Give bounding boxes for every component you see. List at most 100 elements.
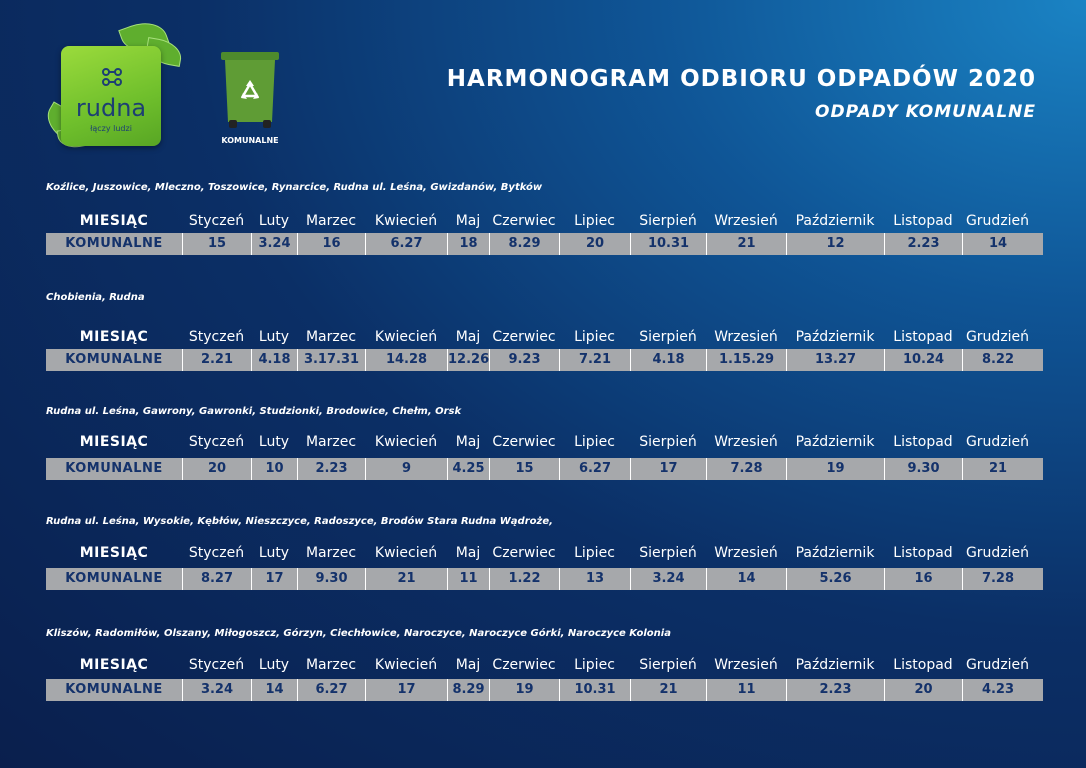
value-cell: 6.27 bbox=[297, 679, 365, 701]
month-header-row: MIESIĄC Styczeń Luty Marzec Kwiecień Maj… bbox=[46, 209, 1043, 233]
recycle-icon bbox=[240, 81, 260, 98]
table-row: KOMUNALNE 2.21 4.18 3.17.31 14.28 12.26 … bbox=[46, 349, 1043, 371]
value-cell: 15 bbox=[489, 458, 559, 480]
value-cell: 10.31 bbox=[559, 679, 630, 701]
value-cell: 9.30 bbox=[297, 568, 365, 590]
waste-bin-icon bbox=[221, 52, 279, 128]
value-cell: 2.23 bbox=[297, 458, 365, 480]
value-cell: 2.21 bbox=[182, 349, 251, 371]
header-cell: Grudzień bbox=[965, 434, 1030, 450]
value-cell: 21 bbox=[706, 233, 786, 255]
header-cell: Marzec bbox=[305, 329, 357, 345]
table-row: KOMUNALNE 15 3.24 16 6.27 18 8.29 20 10.… bbox=[46, 233, 1043, 255]
value-cell: 9 bbox=[365, 458, 447, 480]
header-cell: Lipiec bbox=[574, 434, 615, 450]
bin-label: KOMUNALNE bbox=[221, 136, 279, 145]
schedule-table: MIESIĄC Styczeń Luty Marzec Kwiecień Maj… bbox=[46, 325, 1043, 371]
value-cell: 1.15.29 bbox=[706, 349, 786, 371]
value-cell: 11 bbox=[447, 568, 489, 590]
header-cell: Lipiec bbox=[574, 657, 615, 673]
value-cell: 12 bbox=[786, 233, 884, 255]
value-cell: 8.27 bbox=[182, 568, 251, 590]
header-cell: Czerwiec bbox=[492, 657, 556, 673]
header-cell: MIESIĄC bbox=[79, 434, 149, 450]
header-cell: Sierpień bbox=[639, 434, 697, 450]
value-cell: 2.23 bbox=[884, 233, 962, 255]
logo-name: rudna bbox=[75, 94, 147, 122]
header-cell: Lipiec bbox=[574, 329, 615, 345]
value-cell: 10.24 bbox=[884, 349, 962, 371]
value-cell: 20 bbox=[884, 679, 962, 701]
month-header-row: MIESIĄC Styczeń Luty Marzec Kwiecień Maj… bbox=[46, 653, 1043, 677]
value-cell: 7.28 bbox=[962, 568, 1033, 590]
header-cell: Marzec bbox=[305, 657, 357, 673]
header-cell: Wrzesień bbox=[714, 545, 778, 561]
table-row: KOMUNALNE 20 10 2.23 9 4.25 15 6.27 17 7… bbox=[46, 458, 1043, 480]
table-row: KOMUNALNE 3.24 14 6.27 17 8.29 19 10.31 … bbox=[46, 679, 1043, 701]
value-cell: 9.23 bbox=[489, 349, 559, 371]
header-cell: Grudzień bbox=[965, 329, 1030, 345]
value-cell: 14 bbox=[251, 679, 297, 701]
header-cell: Listopad bbox=[893, 545, 953, 561]
value-cell: 10 bbox=[251, 458, 297, 480]
header-cell: Kwiecień bbox=[374, 657, 438, 673]
value-cell: 16 bbox=[884, 568, 962, 590]
schedule-table: MIESIĄC Styczeń Luty Marzec Kwiecień Maj… bbox=[46, 430, 1043, 480]
value-cell: 4.25 bbox=[447, 458, 489, 480]
value-cell: KOMUNALNE bbox=[65, 236, 163, 251]
header-cell: Luty bbox=[258, 434, 290, 450]
header-cell: MIESIĄC bbox=[79, 329, 149, 345]
value-cell: 8.22 bbox=[962, 349, 1033, 371]
header-cell: Marzec bbox=[305, 545, 357, 561]
value-cell: 21 bbox=[365, 568, 447, 590]
header-cell: Kwiecień bbox=[374, 545, 438, 561]
value-cell: 18 bbox=[447, 233, 489, 255]
value-cell: 3.24 bbox=[630, 568, 706, 590]
value-cell: 3.17.31 bbox=[297, 349, 365, 371]
header-cell: Kwiecień bbox=[374, 213, 438, 229]
month-header-row: MIESIĄC Styczeń Luty Marzec Kwiecień Maj… bbox=[46, 541, 1043, 565]
header-cell: Czerwiec bbox=[492, 213, 556, 229]
header-cell: Luty bbox=[258, 213, 290, 229]
logo-box: rudna łączy ludzi bbox=[61, 46, 161, 146]
value-cell: 19 bbox=[489, 679, 559, 701]
value-cell: 4.18 bbox=[251, 349, 297, 371]
header-cell: Wrzesień bbox=[714, 213, 778, 229]
header-cell: MIESIĄC bbox=[79, 657, 149, 673]
value-cell: 3.24 bbox=[182, 679, 251, 701]
value-cell: 20 bbox=[182, 458, 251, 480]
value-cell: 4.18 bbox=[630, 349, 706, 371]
logo-mark-icon bbox=[102, 68, 122, 86]
value-cell: 21 bbox=[630, 679, 706, 701]
logo-tagline: łączy ludzi bbox=[90, 124, 132, 133]
header-cell: Czerwiec bbox=[492, 329, 556, 345]
value-cell: 2.23 bbox=[786, 679, 884, 701]
value-cell: 7.28 bbox=[706, 458, 786, 480]
header-cell: Marzec bbox=[305, 213, 357, 229]
header-cell: Luty bbox=[258, 329, 290, 345]
header-cell: Styczeń bbox=[188, 434, 245, 450]
section-label: Kliszów, Radomiłów, Olszany, Miłogoszcz,… bbox=[46, 628, 671, 639]
table-row: KOMUNALNE 8.27 17 9.30 21 11 1.22 13 3.2… bbox=[46, 568, 1043, 590]
header-cell: Styczeń bbox=[188, 657, 245, 673]
value-cell: 13 bbox=[559, 568, 630, 590]
header-cell: Listopad bbox=[893, 434, 953, 450]
page-title: HARMONOGRAM ODBIORU ODPADÓW 2020 bbox=[446, 66, 1036, 92]
section-label: Rudna ul. Leśna, Wysokie, Kębłów, Nieszc… bbox=[46, 516, 553, 527]
header-cell: Styczeń bbox=[188, 545, 245, 561]
value-cell: 6.27 bbox=[365, 233, 447, 255]
value-cell: 14 bbox=[706, 568, 786, 590]
header-cell: Listopad bbox=[893, 213, 953, 229]
value-cell: 7.21 bbox=[559, 349, 630, 371]
value-cell: KOMUNALNE bbox=[65, 352, 163, 367]
value-cell: 8.29 bbox=[489, 233, 559, 255]
rudna-logo: rudna łączy ludzi bbox=[30, 12, 200, 162]
header-cell: Maj bbox=[455, 545, 481, 561]
header-cell: Sierpień bbox=[639, 329, 697, 345]
header-cell: Czerwiec bbox=[492, 545, 556, 561]
header-cell: MIESIĄC bbox=[79, 545, 149, 561]
header-cell: Maj bbox=[455, 329, 481, 345]
header-cell: Lipiec bbox=[574, 545, 615, 561]
header-cell: Grudzień bbox=[965, 213, 1030, 229]
page-subtitle: ODPADY KOMUNALNE bbox=[815, 102, 1036, 122]
